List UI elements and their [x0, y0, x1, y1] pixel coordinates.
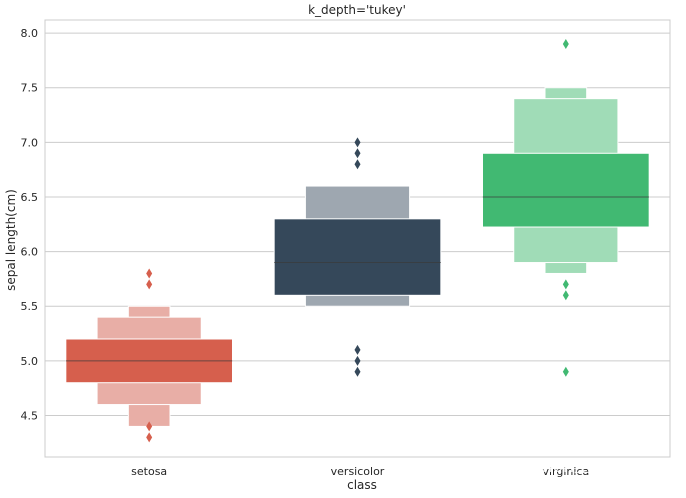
- boxen-box: [482, 152, 650, 228]
- outlier-point: [146, 432, 153, 443]
- y-tick-label: 5.5: [21, 300, 39, 313]
- x-tick-labels: setosa versicolor virginica: [131, 465, 589, 478]
- x-axis-label: class: [347, 478, 377, 492]
- y-tick-label: 7.0: [21, 136, 39, 149]
- y-tick-labels: 4.5 5.0 5.5 6.0 6.5 7.0 7.5 8.0: [21, 27, 39, 422]
- outlier-point: [354, 148, 361, 159]
- outlier-point: [354, 344, 361, 355]
- outlier-point: [562, 290, 569, 301]
- outlier-point: [146, 279, 153, 290]
- boxen-group-versicolor: [273, 137, 442, 377]
- x-tick-label: virginica: [542, 465, 589, 478]
- y-tick-label: 8.0: [21, 27, 39, 40]
- watermark-main-text: 知乎 @python生物人: [458, 457, 625, 477]
- y-tick-label: 7.5: [21, 82, 39, 95]
- boxen-box: [273, 218, 442, 296]
- outlier-point: [146, 421, 153, 432]
- boxen-series: [65, 39, 650, 443]
- y-tick-label: 4.5: [21, 409, 39, 422]
- outlier-point: [354, 355, 361, 366]
- chart-title: k_depth='tukey': [308, 3, 406, 17]
- watermark-url-text: https://blog.csdn.net/qq_21478261: [438, 478, 666, 493]
- outlier-point: [562, 366, 569, 377]
- outlier-point: [354, 159, 361, 170]
- outlier-point: [146, 268, 153, 279]
- y-axis-label: sepal length(cm): [4, 189, 18, 291]
- y-tick-label: 5.0: [21, 355, 39, 368]
- outlier-point: [354, 137, 361, 148]
- boxen-group-virginica: [482, 39, 650, 377]
- boxen-group-setosa: [65, 268, 234, 443]
- y-tick-label: 6.5: [21, 191, 39, 204]
- y-tick-label: 6.0: [21, 246, 39, 259]
- outlier-point: [562, 279, 569, 290]
- x-tick-label: setosa: [131, 465, 167, 478]
- outlier-point: [354, 366, 361, 377]
- x-tick-label: versicolor: [331, 465, 385, 478]
- outlier-point: [562, 39, 569, 50]
